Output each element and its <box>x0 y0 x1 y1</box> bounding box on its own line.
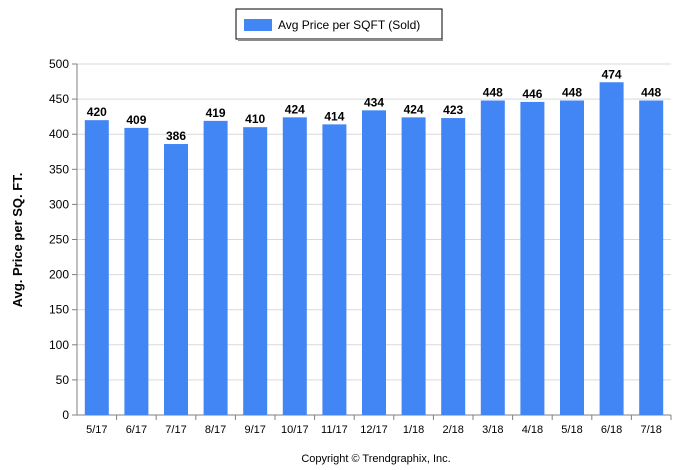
bar <box>441 118 466 415</box>
bar-value-label: 420 <box>87 105 107 119</box>
bar-value-label: 424 <box>404 102 424 116</box>
bar-value-label: 424 <box>285 102 305 116</box>
bar <box>362 110 386 415</box>
legend-box-shadow <box>238 39 443 41</box>
bar-value-label: 446 <box>522 87 542 101</box>
legend: Avg Price per SQFT (Sold) <box>235 8 443 41</box>
bar <box>639 100 664 415</box>
bar-value-label: 414 <box>324 109 344 123</box>
x-tick-label: 10/17 <box>281 424 309 436</box>
y-axis-title: Avg. Price per SQ. FT. <box>10 173 25 308</box>
bar-value-label: 448 <box>483 86 503 100</box>
bar-value-label: 448 <box>562 86 582 100</box>
x-tick-label: 5/18 <box>561 424 582 436</box>
bar <box>520 101 545 416</box>
x-tick-label: 4/18 <box>522 424 543 436</box>
y-tick-label: 250 <box>49 233 69 247</box>
x-tick-label: 1/18 <box>403 424 424 436</box>
bar <box>243 127 268 416</box>
y-tick-label: 400 <box>49 127 69 141</box>
y-tick-label: 500 <box>49 57 69 71</box>
bar-value-label: 386 <box>166 129 186 143</box>
bar-value-label: 448 <box>641 86 661 100</box>
y-tick-label: 150 <box>49 303 69 317</box>
y-tick-label: 450 <box>49 92 69 106</box>
x-tick-label: 6/17 <box>126 424 147 436</box>
x-tick-label: 8/17 <box>205 424 226 436</box>
bar-value-label: 434 <box>364 95 384 109</box>
bar <box>401 117 426 416</box>
y-tick-label: 300 <box>49 197 69 211</box>
y-tick-label: 50 <box>56 373 70 387</box>
x-tick-label: 9/17 <box>244 424 265 436</box>
x-tick-label: 7/18 <box>640 424 661 436</box>
x-tick-label: 7/17 <box>165 424 186 436</box>
legend-swatch <box>244 19 272 31</box>
y-tick-label: 200 <box>49 268 69 282</box>
x-tick-label: 12/17 <box>360 424 388 436</box>
y-tick-label: 100 <box>49 338 69 352</box>
x-tick-label: 3/18 <box>482 424 503 436</box>
bar-value-label: 419 <box>206 106 226 120</box>
bar <box>599 82 624 415</box>
x-tick-label: 6/18 <box>601 424 622 436</box>
x-tick-label: 5/17 <box>86 424 107 436</box>
bar <box>203 120 228 415</box>
x-tick-label: 2/18 <box>442 424 463 436</box>
bar <box>84 120 109 415</box>
y-tick-labels: 0 50 100 150 200 250 300 350 400 450 500 <box>49 57 69 422</box>
bar <box>282 117 307 416</box>
bars <box>84 82 664 416</box>
bar <box>480 100 505 415</box>
bar <box>322 124 347 415</box>
bar-value-label: 410 <box>245 112 265 126</box>
bar <box>164 144 188 415</box>
y-tick-label: 0 <box>62 408 69 422</box>
bar <box>560 100 584 415</box>
x-tick-label: 11/17 <box>321 424 348 436</box>
y-tick-label: 350 <box>49 162 69 176</box>
bar-value-labels: 420 409 386 419 410 424 414 434 424 423 448 446 448 4… <box>87 67 662 143</box>
legend-label: Avg Price per SQFT (Sold) <box>278 18 420 32</box>
copyright-footer: Copyright © Trendgraphix, Inc. <box>301 453 450 465</box>
bar <box>124 127 149 415</box>
x-tick-labels: 5/17 6/17 7/17 8/17 9/17 10/17 11/17 12/17 1/18 2… <box>86 424 662 436</box>
bar-value-label: 409 <box>126 113 146 127</box>
bar-value-label: 474 <box>602 67 622 81</box>
bar-value-label: 423 <box>443 103 463 117</box>
